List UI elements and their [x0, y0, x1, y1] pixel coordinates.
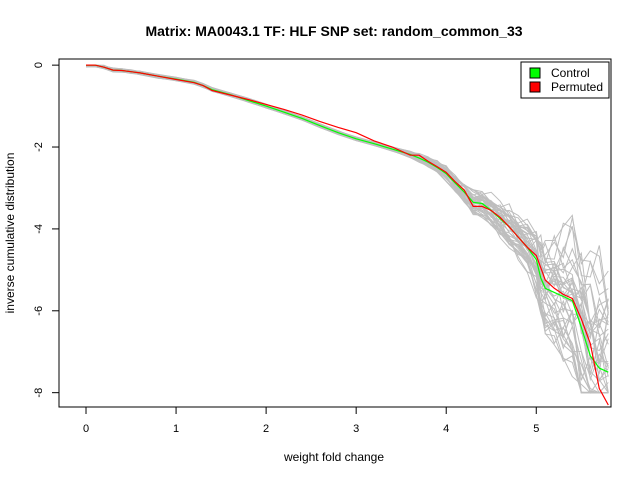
x-tick-label: 0 [83, 423, 89, 435]
permutation-line [85, 65, 609, 394]
y-tick-label: -2 [33, 142, 45, 152]
x-axis: 0 1 2 3 4 5 [83, 406, 539, 435]
y-tick-label: -6 [33, 306, 45, 316]
y-tick-label: -4 [33, 224, 45, 234]
legend-label-control: Control [551, 66, 590, 80]
legend-swatch-control [529, 67, 541, 79]
x-tick-label: 5 [533, 423, 539, 435]
series-lines [86, 64, 609, 406]
y-axis: 0 -2 -4 -6 -8 [33, 62, 60, 398]
series-line-permuted [86, 64, 609, 406]
x-tick-label: 4 [443, 423, 449, 435]
legend-swatch-permuted [529, 81, 541, 93]
x-tick-label: 1 [173, 423, 179, 435]
y-axis-label: inverse cumulative distribution [3, 153, 17, 314]
x-tick-label: 3 [353, 423, 359, 435]
legend-label-permuted: Permuted [551, 80, 603, 94]
y-tick-label: -8 [33, 388, 45, 398]
x-tick-label: 2 [263, 423, 269, 435]
y-tick-label: 0 [33, 62, 45, 68]
x-axis-label: weight fold change [283, 450, 384, 464]
chart-title: Matrix: MA0043.1 TF: HLF SNP set: random… [145, 23, 522, 39]
